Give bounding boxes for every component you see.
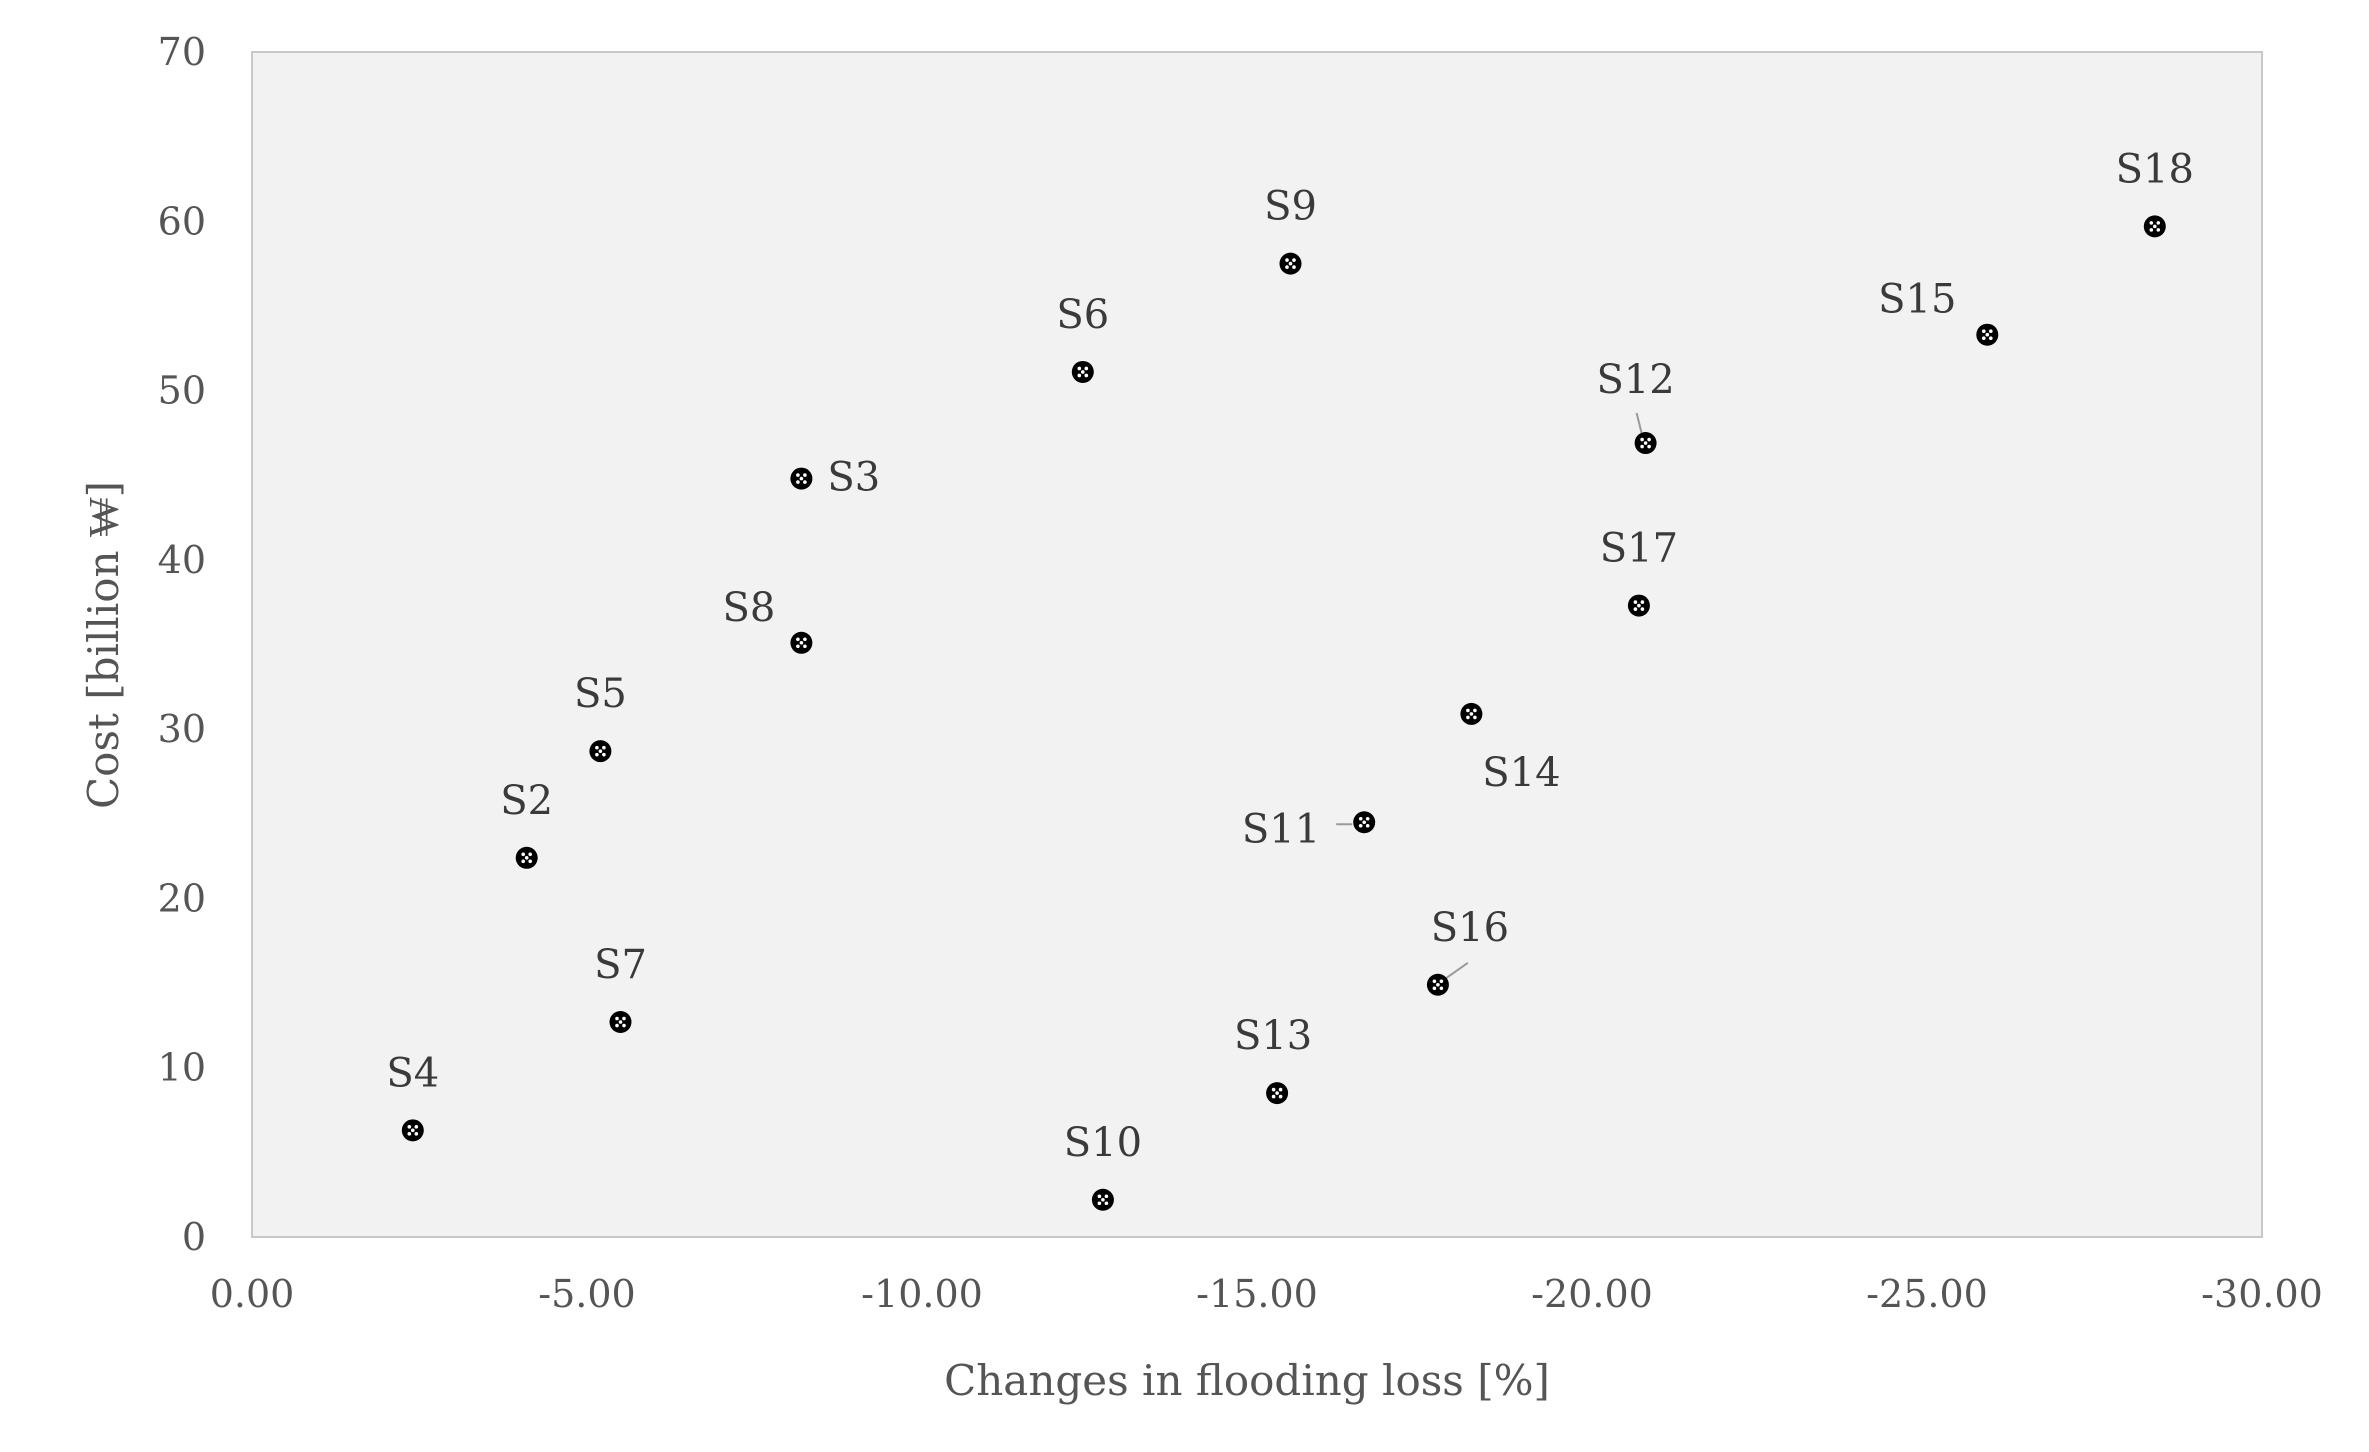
x-axis-title: Changes in flooding loss [%] [944,1356,1550,1405]
point-label: S15 [1878,277,1956,323]
y-tick-label: 0 [182,1215,206,1259]
point-label: S13 [1234,1013,1312,1059]
x-tick-label: -5.00 [538,1272,635,1316]
point-label: S4 [386,1050,439,1096]
point-label: S2 [500,778,553,824]
data-point [790,467,813,490]
data-point [515,846,538,869]
point-label: S14 [1482,750,1560,796]
data-point [1634,432,1657,455]
point-label: S12 [1596,357,1674,403]
x-tick-label: -25.00 [1866,1272,1988,1316]
data-point [589,740,612,763]
x-tick-label: -15.00 [1196,1272,1318,1316]
x-tick-label: -30.00 [2201,1272,2323,1316]
data-point [1071,360,1094,383]
point-label: S16 [1431,905,1509,951]
x-tick-label: -10.00 [861,1272,983,1316]
y-tick-label: 20 [158,876,206,920]
point-label: S6 [1056,292,1109,338]
data-point [609,1011,632,1034]
point-label: S17 [1600,526,1678,572]
plot-area [251,51,2263,1238]
x-tick-label: -20.00 [1531,1272,1653,1316]
y-axis-title: Cost [billion ₩] [79,481,128,809]
point-label: S5 [574,671,627,717]
data-point [2143,215,2166,238]
y-tick-label: 10 [158,1046,206,1090]
y-tick-label: 30 [158,707,206,751]
data-point [1266,1082,1289,1105]
data-point [401,1119,424,1142]
data-point [1353,811,1376,834]
y-axis-ticks: 0 10 20 30 40 50 60 70 [158,30,206,1259]
data-point [1279,252,1302,275]
x-tick-label: 0.00 [210,1272,295,1316]
point-label: S18 [2116,146,2194,192]
point-label: S9 [1264,184,1317,230]
y-tick-label: 40 [158,538,206,582]
x-axis-ticks: 0.00 -5.00 -10.00 -15.00 -20.00 -25.00 -30.00 [210,1272,2323,1316]
point-label: S8 [723,585,776,631]
data-point [1460,702,1483,725]
data-point [790,631,813,654]
y-tick-label: 60 [158,199,206,243]
data-point [1627,594,1650,617]
y-tick-label: 50 [158,369,206,413]
point-labels: S2 S3 S4 S5 S6 S7 S8 S9 S10 S11 S12 S13 S14 S15 S16 S17… [386,146,2194,1165]
point-label: S7 [594,942,647,988]
data-point [1091,1188,1114,1211]
data-point [1426,973,1449,996]
data-point [1976,323,1999,346]
point-label: S3 [827,455,880,501]
y-tick-label: 70 [158,30,206,74]
point-label: S10 [1064,1120,1142,1166]
point-label: S11 [1242,806,1320,852]
data-points [401,215,2166,1211]
